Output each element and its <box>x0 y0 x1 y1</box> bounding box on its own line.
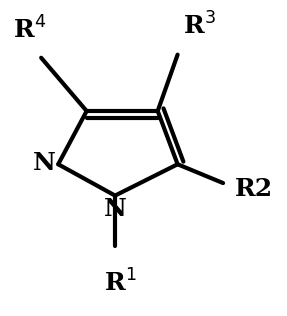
Text: R2: R2 <box>234 177 273 201</box>
Text: R$^4$: R$^4$ <box>13 16 46 43</box>
Text: R$^3$: R$^3$ <box>183 13 216 40</box>
Text: R$^1$: R$^1$ <box>104 270 136 297</box>
Text: N: N <box>104 197 127 221</box>
Text: N: N <box>32 151 55 175</box>
